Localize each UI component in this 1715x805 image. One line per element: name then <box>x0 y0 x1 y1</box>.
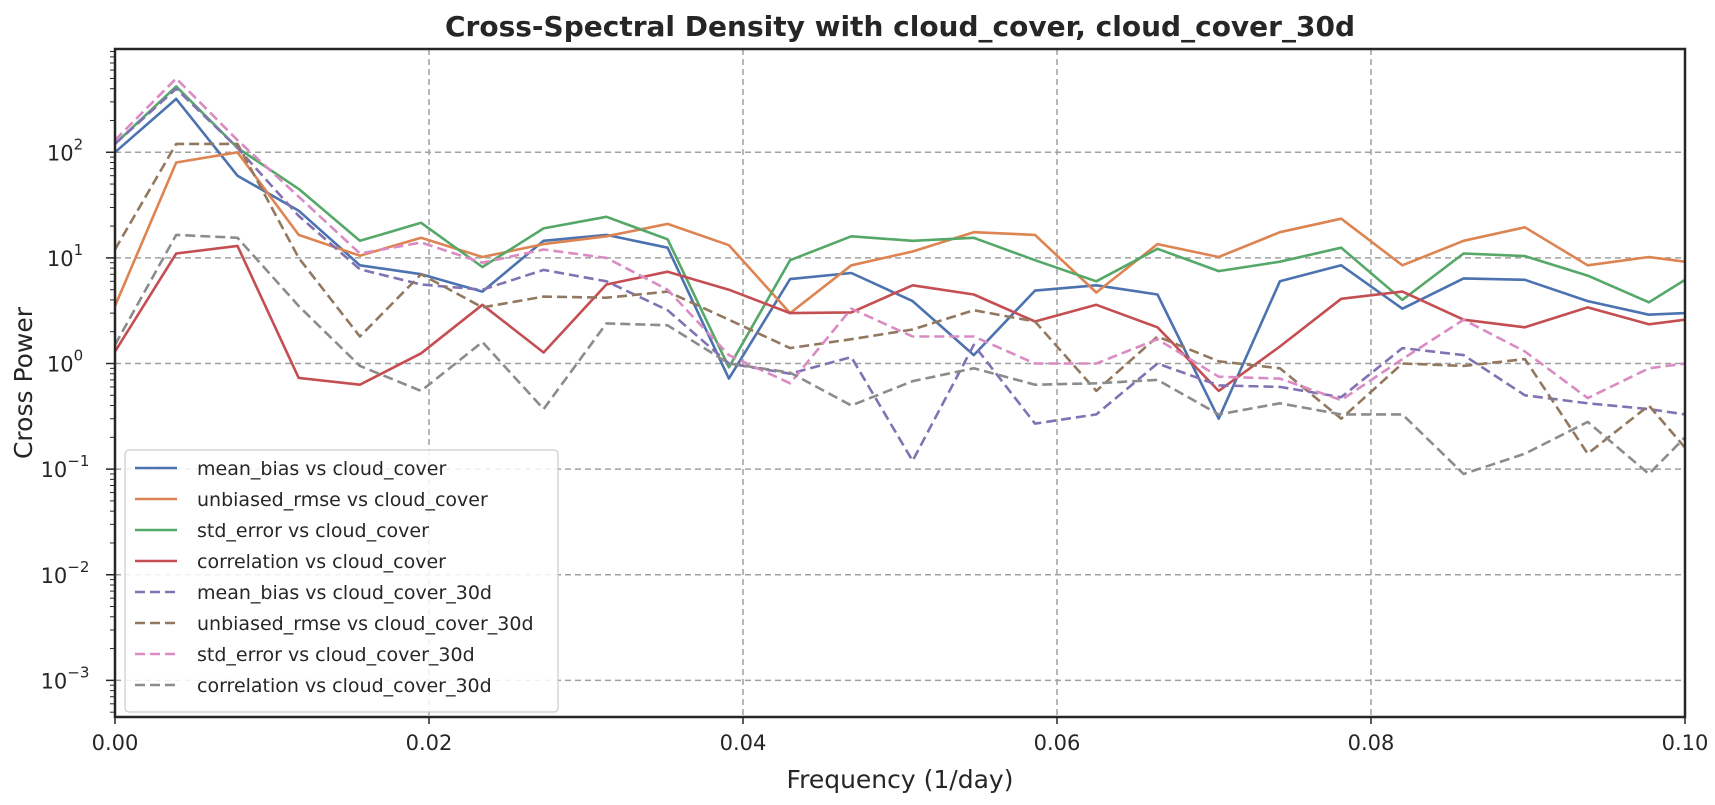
legend-label: std_error vs cloud_cover <box>197 520 429 542</box>
x-tick-label: 0.08 <box>1348 731 1395 755</box>
x-axis-label: Frequency (1/day) <box>787 765 1014 794</box>
series-line-4 <box>115 244 1685 393</box>
legend: mean_bias vs cloud_cover unbiased_rmse vs… <box>124 449 559 713</box>
series-line-3 <box>115 85 1685 369</box>
legend-label: mean_bias vs cloud_cover <box>197 458 446 480</box>
x-tick-label: 0.06 <box>1034 731 1081 755</box>
chart-title: Cross-Spectral Density with cloud_cover,… <box>445 10 1355 43</box>
x-tick-label: 0.00 <box>92 731 139 755</box>
legend-label: correlation vs cloud_cover_30d <box>197 675 492 697</box>
y-axis-label: Cross Power <box>9 306 38 459</box>
legend-label: mean_bias vs cloud_cover_30d <box>197 582 492 604</box>
series-line-7 <box>115 77 1685 402</box>
x-tick-label: 0.10 <box>1662 731 1709 755</box>
plot-frame <box>113 47 1687 719</box>
y-tick-label: 10−3 <box>41 663 90 693</box>
legend-label: correlation vs cloud_cover <box>197 551 446 573</box>
series-line-6 <box>115 142 1685 456</box>
legend-label: unbiased_rmse vs cloud_cover_30d <box>197 613 534 635</box>
x-tick-label: 0.04 <box>720 731 767 755</box>
series-line-5 <box>115 87 1685 463</box>
legend-label: unbiased_rmse vs cloud_cover <box>197 489 488 511</box>
series-layer <box>115 77 1685 476</box>
series-line-8 <box>115 233 1685 476</box>
tick-layer: 0.00 0.02 0.04 0.06 0.08 0.1010−310−210−11001… <box>41 50 1709 755</box>
legend-box <box>124 449 559 713</box>
x-tick-label: 0.02 <box>406 731 453 755</box>
legend-label: std_error vs cloud_cover_30d <box>197 644 475 666</box>
series-line-1 <box>115 97 1685 421</box>
